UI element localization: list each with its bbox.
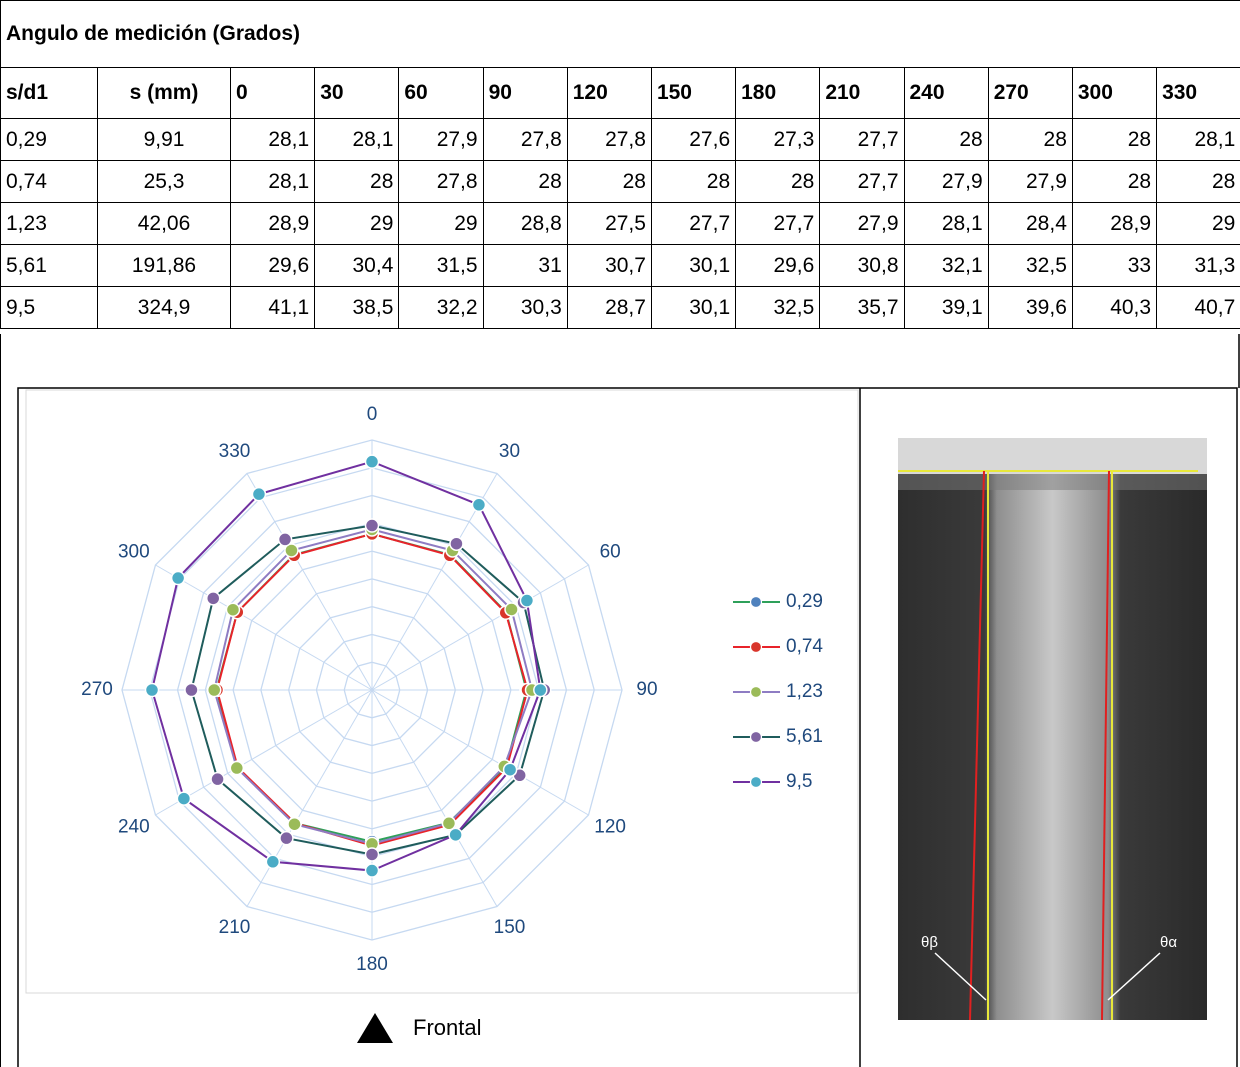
caption: Frontal [413, 1015, 481, 1040]
legend-label: 0,29 [786, 591, 823, 612]
angle-label: 90 [636, 679, 657, 700]
angle-label: 270 [81, 679, 113, 700]
marker [279, 533, 292, 546]
spoke [247, 690, 372, 907]
spoke [155, 565, 372, 690]
angle-label: 120 [594, 817, 626, 838]
photo-label: θα [1160, 934, 1177, 951]
legend-marker [751, 777, 762, 788]
marker [366, 864, 379, 877]
marker [146, 684, 159, 697]
marker [252, 488, 265, 501]
angle-label: 150 [494, 917, 526, 938]
legend-marker [751, 597, 762, 608]
legend-marker [751, 732, 762, 743]
spoke [372, 690, 497, 907]
photo: θβ θα [898, 438, 1207, 1020]
marker [450, 537, 463, 550]
marker [534, 684, 547, 697]
spoke [372, 565, 589, 690]
marker [366, 848, 379, 861]
photo-label: θβ [921, 934, 938, 951]
marker [266, 855, 279, 868]
marker [177, 792, 190, 805]
angle-label: 30 [499, 441, 520, 462]
marker [230, 762, 243, 775]
angle-label: 180 [356, 954, 388, 975]
angle-label: 0 [367, 404, 378, 425]
legend-label: 9,5 [786, 771, 812, 792]
frontal-arrow [357, 1013, 393, 1043]
spoke [372, 690, 589, 815]
angle-label: 330 [219, 441, 251, 462]
marker [226, 603, 239, 616]
marker [208, 684, 221, 697]
legend-marker [751, 642, 762, 653]
marker [472, 498, 485, 511]
marker [442, 817, 455, 830]
spoke [247, 473, 372, 690]
marker [185, 684, 198, 697]
legend-marker [751, 687, 762, 698]
marker [172, 572, 185, 585]
marker [366, 519, 379, 532]
radar-chart: 0 30 60 90 120 150 180 210 240 270 300 330 0,29 0,74 1… [81, 404, 823, 975]
marker [520, 594, 533, 607]
marker [505, 603, 518, 616]
angle-label: 210 [219, 917, 251, 938]
marker [207, 592, 220, 605]
marker [449, 828, 462, 841]
legend-label: 1,23 [786, 681, 823, 702]
angle-label: 60 [600, 542, 621, 563]
page: Angulo de medición (Grados) s/d1s (mm)03… [0, 0, 1240, 1067]
marker [288, 818, 301, 831]
legend-label: 0,74 [786, 636, 823, 657]
angle-label: 300 [118, 542, 150, 563]
marker [366, 455, 379, 468]
legend-label: 5,61 [786, 726, 823, 747]
marker [280, 832, 293, 845]
marker [211, 773, 224, 786]
angle-label: 240 [118, 817, 150, 838]
marker [504, 763, 517, 776]
figure: Frontal θβ θα 0 30 60 90 120 150 180 210 240 270 3… [0, 0, 1240, 1067]
